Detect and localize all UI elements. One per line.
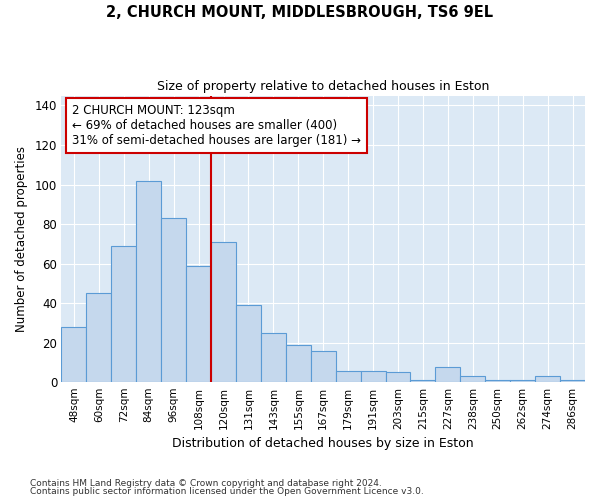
Text: 2, CHURCH MOUNT, MIDDLESBROUGH, TS6 9EL: 2, CHURCH MOUNT, MIDDLESBROUGH, TS6 9EL bbox=[106, 5, 494, 20]
Bar bbox=[61, 327, 86, 382]
Text: 2 CHURCH MOUNT: 123sqm
← 69% of detached houses are smaller (400)
31% of semi-de: 2 CHURCH MOUNT: 123sqm ← 69% of detached… bbox=[72, 104, 361, 147]
Title: Size of property relative to detached houses in Eston: Size of property relative to detached ho… bbox=[157, 80, 490, 93]
Bar bbox=[560, 380, 585, 382]
Bar bbox=[361, 370, 386, 382]
Bar bbox=[485, 380, 510, 382]
Bar bbox=[236, 305, 261, 382]
Bar bbox=[410, 380, 436, 382]
Text: Contains HM Land Registry data © Crown copyright and database right 2024.: Contains HM Land Registry data © Crown c… bbox=[30, 478, 382, 488]
Text: Contains public sector information licensed under the Open Government Licence v3: Contains public sector information licen… bbox=[30, 487, 424, 496]
Y-axis label: Number of detached properties: Number of detached properties bbox=[15, 146, 28, 332]
Bar bbox=[136, 180, 161, 382]
Bar bbox=[510, 380, 535, 382]
Bar bbox=[311, 350, 336, 382]
Bar bbox=[211, 242, 236, 382]
X-axis label: Distribution of detached houses by size in Eston: Distribution of detached houses by size … bbox=[172, 437, 474, 450]
Bar bbox=[286, 345, 311, 383]
Bar bbox=[436, 366, 460, 382]
Bar bbox=[86, 294, 112, 382]
Bar bbox=[186, 266, 211, 382]
Bar bbox=[261, 333, 286, 382]
Bar bbox=[161, 218, 186, 382]
Bar bbox=[460, 376, 485, 382]
Bar bbox=[535, 376, 560, 382]
Bar bbox=[386, 372, 410, 382]
Bar bbox=[112, 246, 136, 382]
Bar bbox=[336, 370, 361, 382]
